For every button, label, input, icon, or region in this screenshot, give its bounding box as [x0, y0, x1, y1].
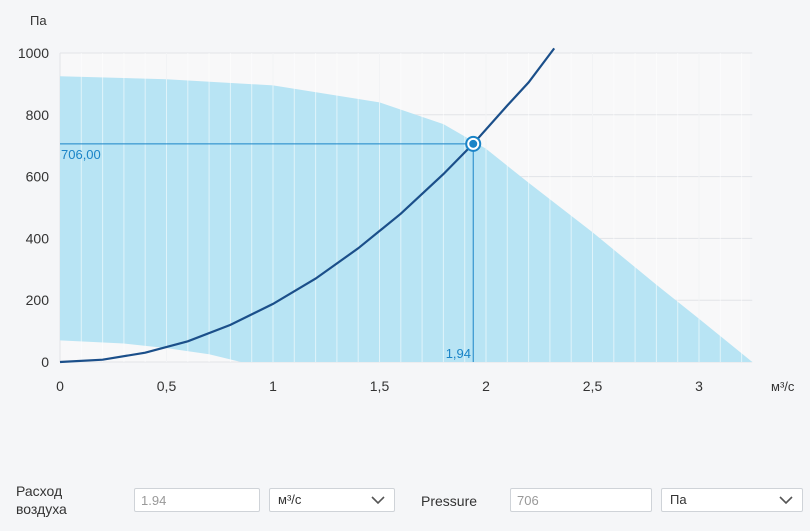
operating-region [60, 76, 753, 362]
x-tick-label: 3 [695, 378, 703, 394]
x-tick-label: 0,5 [157, 378, 177, 394]
x-tick-label: 1 [269, 378, 277, 394]
x-tick-label: 2,5 [583, 378, 603, 394]
x-axis-label: м³/с [771, 379, 795, 394]
y-tick-label: 600 [26, 169, 50, 185]
y-tick-label: 0 [41, 354, 49, 370]
y-axis-label: Па [30, 13, 47, 28]
x-tick-label: 2 [482, 378, 490, 394]
y-tick-label: 400 [26, 230, 50, 246]
system-curve [59, 47, 556, 364]
operating-point-pressure-label: 706,00 [61, 147, 101, 162]
flow-unit-select[interactable]: м³/с [269, 488, 395, 512]
y-tick-label: 800 [26, 107, 50, 123]
flow-unit-value: м³/с [278, 492, 302, 507]
x-tick-label: 1,5 [370, 378, 390, 394]
pressure-unit-select[interactable]: Па [661, 488, 803, 512]
input-form: Расход воздуха м³/с Pressure Па [0, 478, 810, 528]
y-tick-label: 200 [26, 292, 50, 308]
y-tick-label: 1000 [18, 45, 49, 61]
operating-point-flow-label: 1,94 [446, 346, 471, 361]
pressure-label: Pressure [421, 493, 478, 509]
pressure-unit-value: Па [670, 492, 687, 507]
flow-label: Расход воздуха [16, 483, 67, 517]
chevron-down-icon [779, 496, 793, 505]
x-tick-label: 0 [56, 378, 64, 394]
pressure-input[interactable] [510, 488, 652, 512]
operating-point-dot [469, 139, 478, 148]
chevron-down-icon [371, 496, 385, 505]
flow-input[interactable] [134, 488, 260, 512]
